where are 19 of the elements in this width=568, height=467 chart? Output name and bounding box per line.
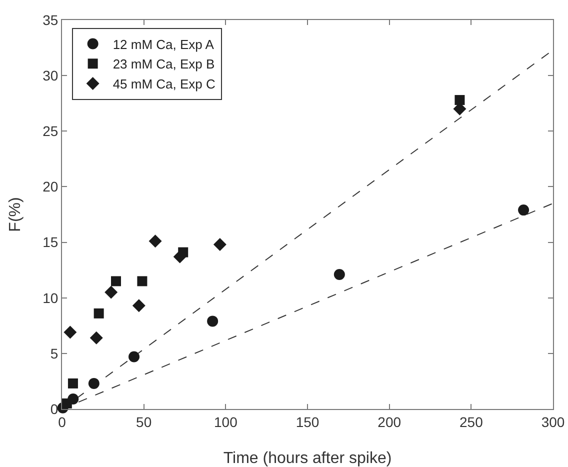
x-tick-label: 200 bbox=[378, 414, 402, 430]
y-tick-label: 30 bbox=[42, 67, 58, 84]
y-axis-title: F(%) bbox=[7, 197, 24, 232]
y-tick-label: 10 bbox=[42, 290, 58, 306]
x-tick-label: 100 bbox=[214, 414, 238, 430]
x-tick-label: 50 bbox=[136, 414, 152, 430]
x-tick-label: 250 bbox=[459, 414, 484, 430]
y-tick-label: 35 bbox=[42, 12, 58, 28]
legend-label: 23 mM Ca, Exp B bbox=[112, 56, 215, 72]
x-axis-title: Time (hours after spike) bbox=[223, 450, 392, 467]
y-tick-label: 15 bbox=[42, 234, 58, 250]
y-tick-label: 5 bbox=[50, 345, 58, 362]
legend-label: 45 mM Ca, Exp C bbox=[112, 76, 216, 92]
legend-label: 12 mM Ca, Exp A bbox=[112, 36, 214, 52]
y-tick-label: 25 bbox=[42, 123, 58, 140]
y-tick-label: 20 bbox=[42, 178, 58, 195]
y-tick-label: 0 bbox=[50, 400, 58, 417]
x-tick-label: 150 bbox=[296, 414, 320, 430]
x-tick-label: 300 bbox=[541, 414, 565, 430]
